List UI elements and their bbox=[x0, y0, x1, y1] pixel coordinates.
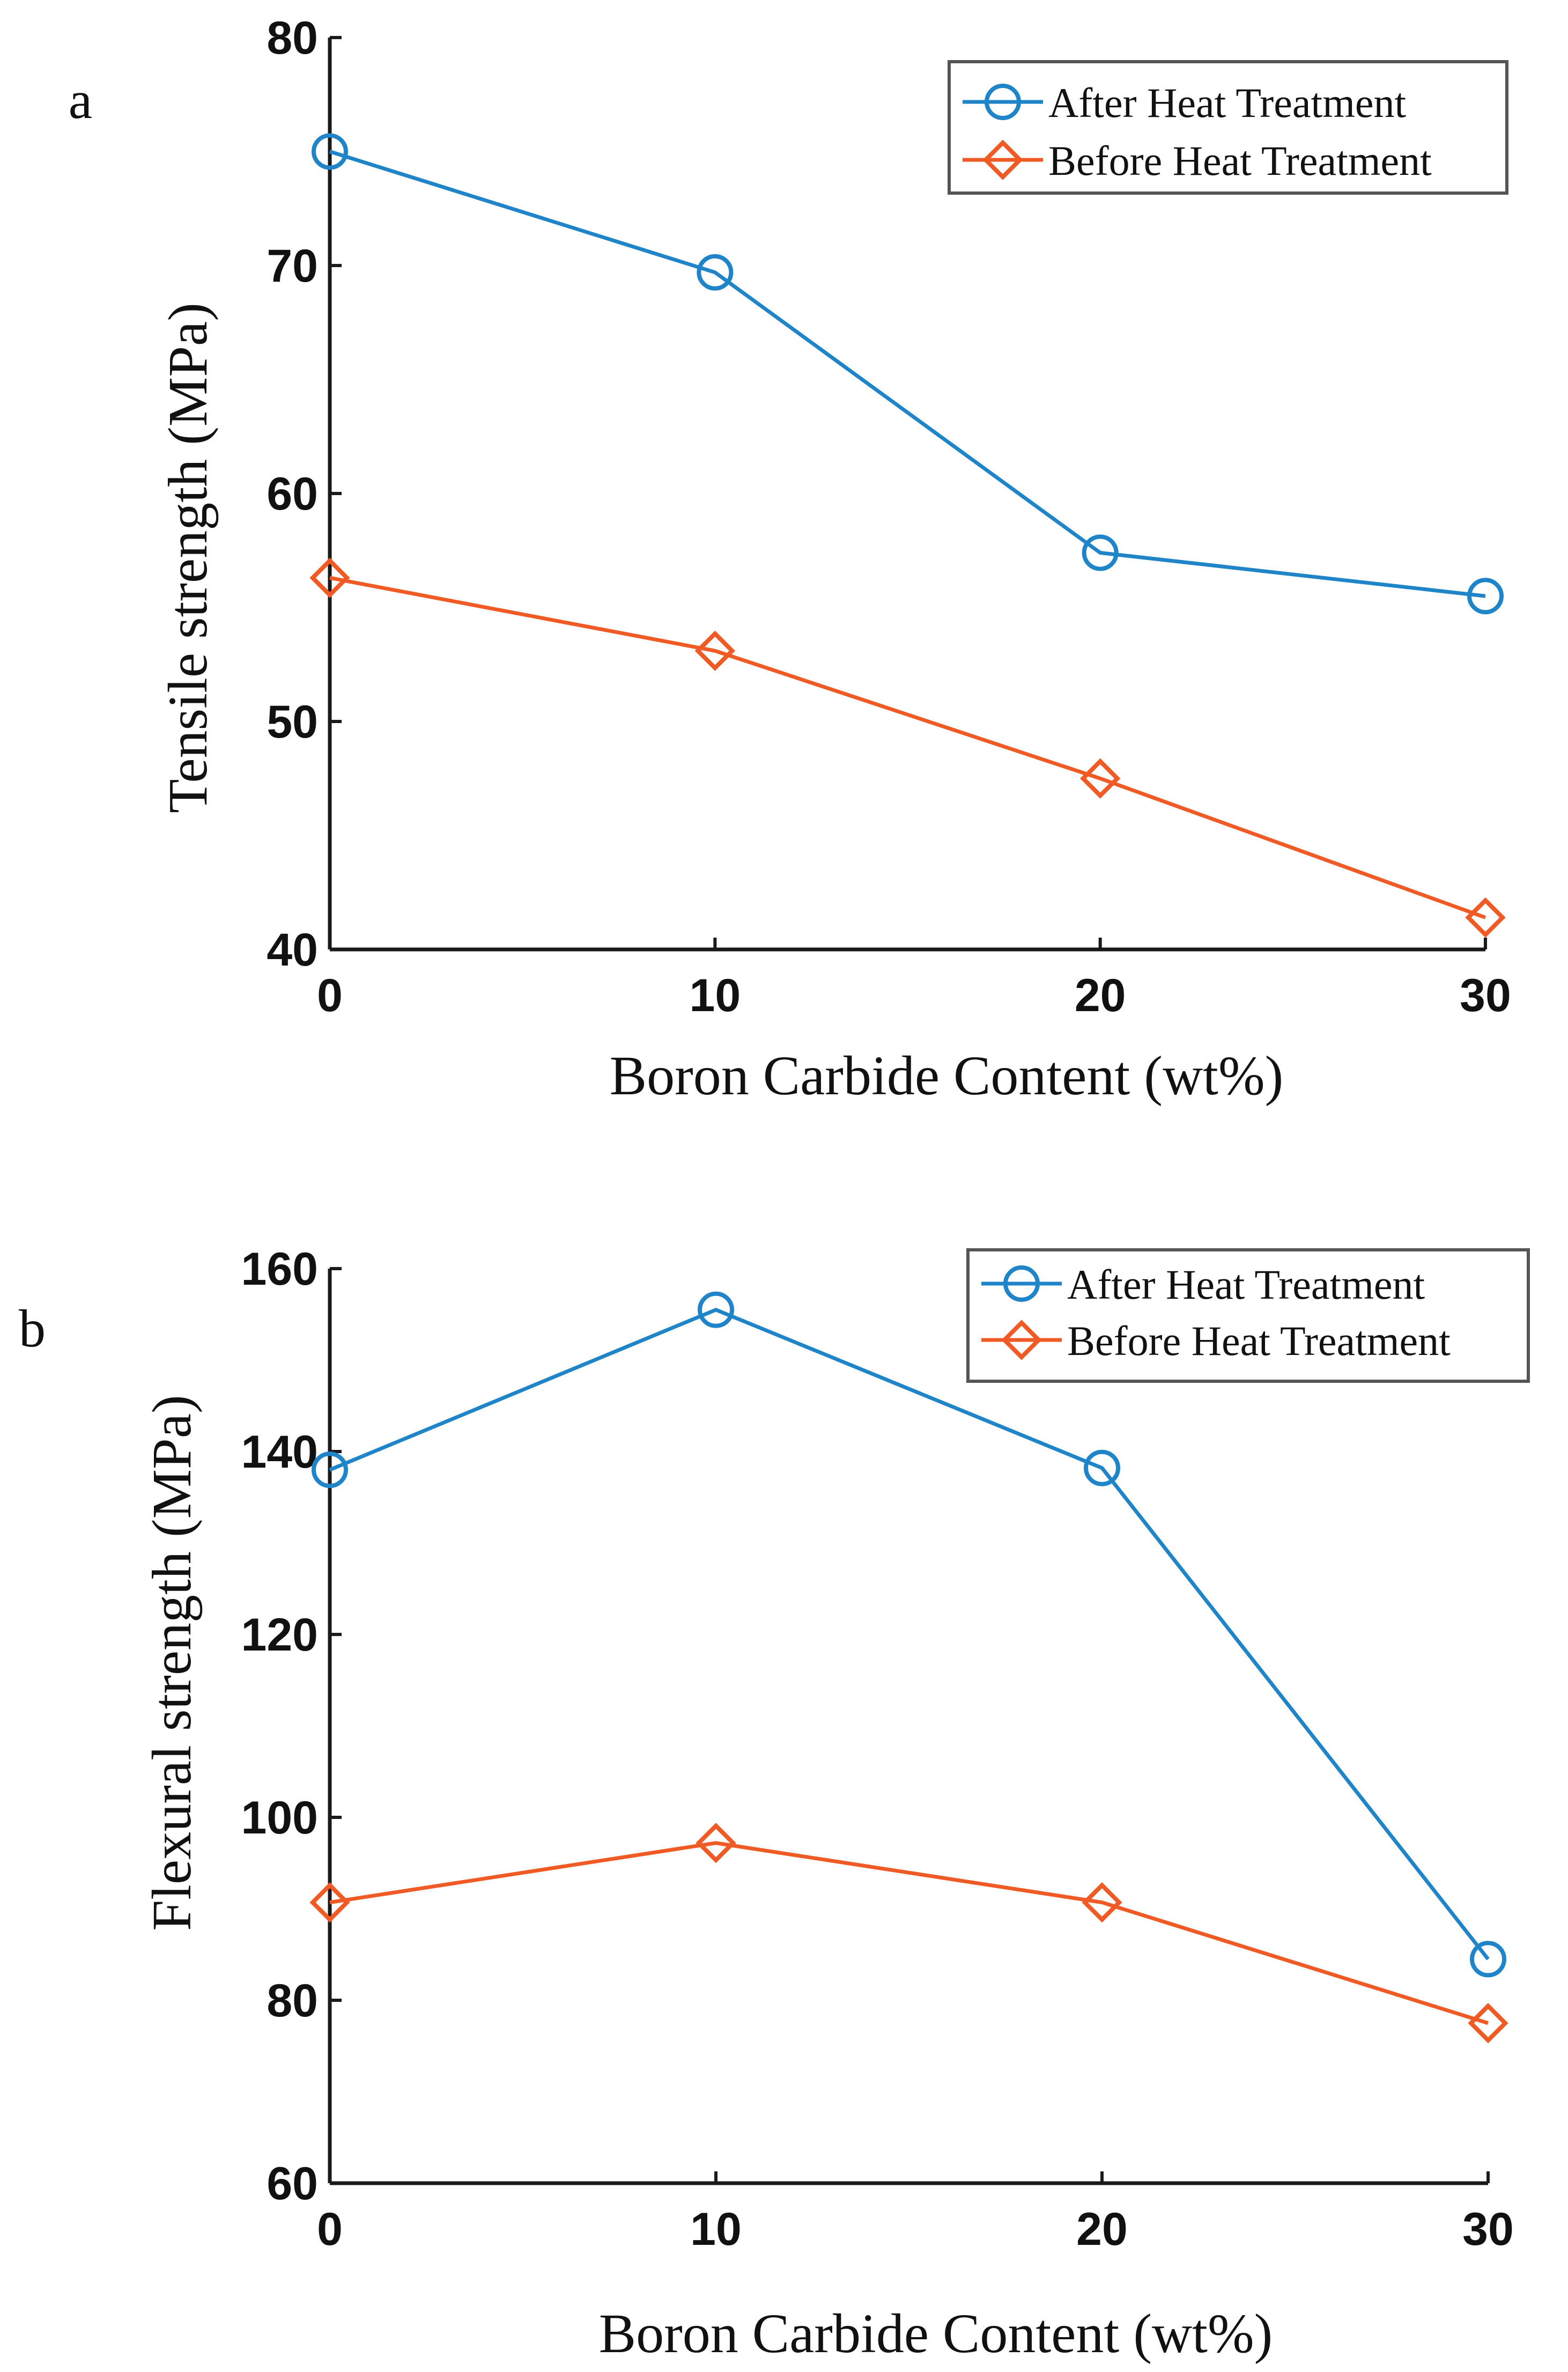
legend-entry-after-heat-treatment: After Heat Treatment bbox=[963, 79, 1406, 126]
data-point-after-heat-treatment bbox=[312, 133, 348, 170]
data-point-before-heat-treatment bbox=[1465, 897, 1506, 938]
y-axis-label: Flexural strength (MPa) bbox=[141, 1395, 203, 1931]
x-tick-label: 0 bbox=[317, 2204, 343, 2255]
data-point-after-heat-treatment bbox=[698, 1291, 734, 1328]
panel-label: a bbox=[69, 70, 92, 130]
x-tick-label: 10 bbox=[690, 2204, 742, 2255]
legend-box bbox=[948, 60, 1508, 195]
data-point-before-heat-treatment bbox=[1080, 758, 1121, 799]
legend-box bbox=[966, 1248, 1530, 1383]
data-point-after-heat-treatment bbox=[1084, 1449, 1120, 1486]
y-tick-label: 50 bbox=[267, 696, 318, 748]
x-tick-label: 20 bbox=[1076, 2204, 1128, 2255]
x-tick-label: 10 bbox=[689, 970, 741, 1021]
legend-entry-before-heat-treatment: Before Heat Treatment bbox=[963, 137, 1432, 184]
x-tick-label: 30 bbox=[1460, 970, 1511, 1021]
legend-label-after-heat-treatment: After Heat Treatment bbox=[1067, 1261, 1425, 1308]
y-tick-label: 100 bbox=[241, 1792, 319, 1844]
x-tick-label: 0 bbox=[317, 970, 343, 1021]
plot-area: 40 50 60 70 80 0 10 20 30 bbox=[267, 12, 1511, 1021]
chart-panel-b: b Flexural strength (MPa) Boron Carbide … bbox=[19, 1243, 1530, 2364]
panel-label: b bbox=[19, 1299, 46, 1358]
data-point-before-heat-treatment bbox=[1082, 1882, 1122, 1923]
series-line-before-heat-treatment bbox=[329, 1841, 1489, 2025]
x-tick-label: 20 bbox=[1075, 970, 1126, 1021]
y-tick-label: 160 bbox=[241, 1243, 319, 1295]
legend-marker-sample bbox=[985, 84, 1021, 120]
series-line-before-heat-treatment bbox=[329, 576, 1486, 919]
series-line-after-heat-treatment bbox=[329, 150, 1486, 598]
data-point-after-heat-treatment bbox=[1082, 534, 1119, 571]
y-tick-label: 60 bbox=[267, 468, 318, 520]
data-point-after-heat-treatment bbox=[697, 254, 734, 291]
data-point-before-heat-treatment bbox=[696, 1823, 736, 1863]
data-point-before-heat-treatment bbox=[309, 557, 350, 598]
data-point-before-heat-treatment bbox=[694, 630, 735, 671]
y-tick-label: 80 bbox=[267, 12, 318, 64]
x-axis-label: Boron Carbide Content (wt%) bbox=[610, 1045, 1283, 1107]
data-point-after-heat-treatment bbox=[1470, 1941, 1506, 1978]
legend-label-before-heat-treatment: Before Heat Treatment bbox=[1067, 1317, 1451, 1364]
y-tick-label: 80 bbox=[267, 1975, 318, 2027]
y-tick-label: 40 bbox=[267, 924, 318, 976]
legend-marker-sample bbox=[1001, 1320, 1042, 1360]
y-tick-label: 120 bbox=[241, 1609, 319, 1661]
data-point-before-heat-treatment bbox=[309, 1882, 350, 1923]
data-point-after-heat-treatment bbox=[1467, 578, 1504, 615]
legend-label-before-heat-treatment: Before Heat Treatment bbox=[1048, 137, 1432, 184]
legend-label-after-heat-treatment: After Heat Treatment bbox=[1048, 79, 1406, 126]
y-axis-label: Tensile strength (MPa) bbox=[157, 303, 219, 813]
chart-panel-a: a Tensile strength (MPa) Boron Carbide C… bbox=[69, 12, 1511, 1107]
x-tick-label: 30 bbox=[1462, 2204, 1514, 2255]
data-point-after-heat-treatment bbox=[312, 1452, 348, 1489]
y-tick-label: 140 bbox=[241, 1426, 319, 1478]
legend-entry-before-heat-treatment: Before Heat Treatment bbox=[981, 1317, 1451, 1364]
legend-entry-after-heat-treatment: After Heat Treatment bbox=[981, 1261, 1425, 1308]
y-tick-label: 60 bbox=[267, 2158, 318, 2209]
plot-area: 60 80 100 120 140 160 0 10 20 30 bbox=[241, 1243, 1514, 2255]
data-point-before-heat-treatment bbox=[1468, 2002, 1508, 2044]
series-line-after-heat-treatment bbox=[329, 1307, 1490, 1961]
y-tick-label: 70 bbox=[267, 240, 318, 292]
legend: After Heat Treatment Before Heat Treatme… bbox=[966, 1248, 1530, 1383]
legend-marker-sample bbox=[1003, 1265, 1040, 1302]
legend: After Heat Treatment Before Heat Treatme… bbox=[948, 60, 1508, 195]
legend-marker-sample bbox=[982, 139, 1023, 180]
x-axis-label: Boron Carbide Content (wt%) bbox=[599, 2303, 1273, 2364]
